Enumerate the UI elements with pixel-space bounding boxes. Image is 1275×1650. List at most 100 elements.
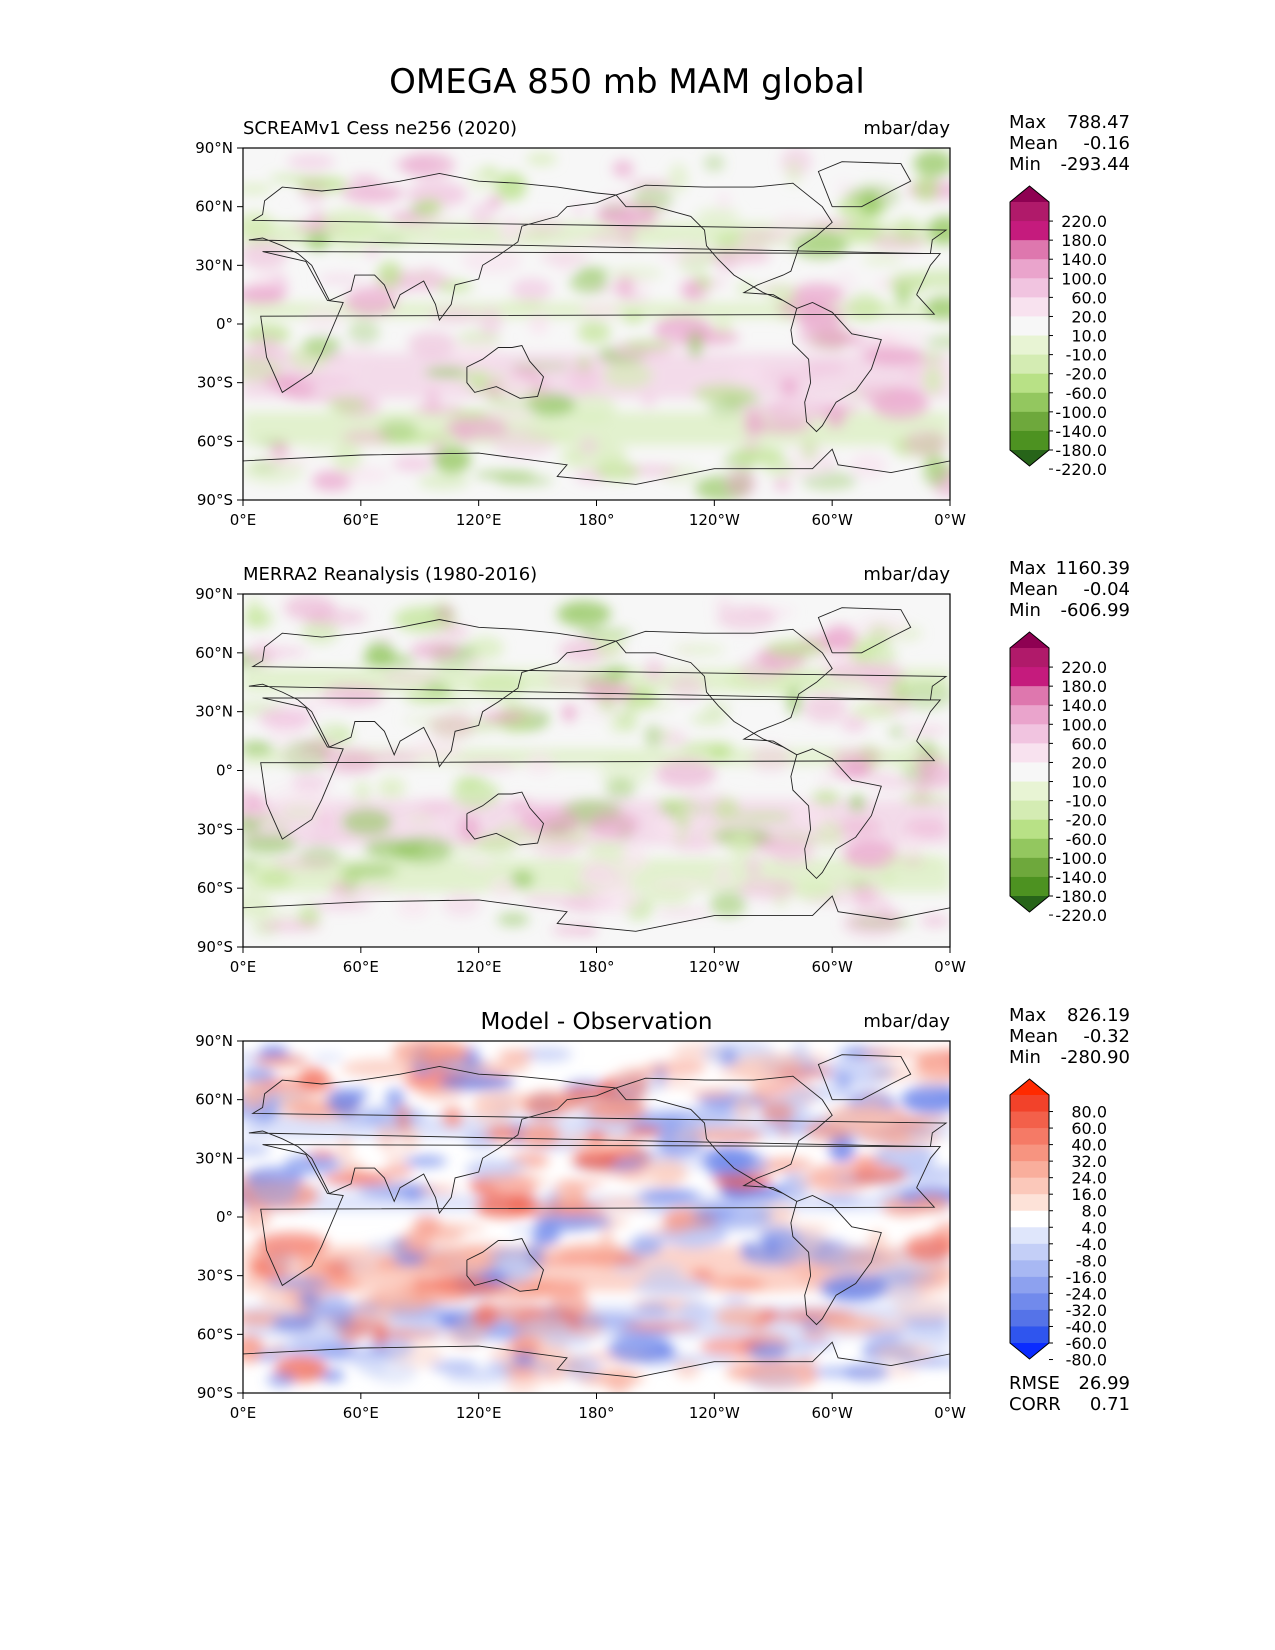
colorbar-segment <box>1010 686 1049 706</box>
colorbar-segment <box>1010 240 1049 260</box>
colorbar-tick-label: 100.0 <box>1061 269 1107 288</box>
x-tick-label: 120°E <box>456 958 502 976</box>
colorbar-bottom-extension <box>1010 896 1049 912</box>
colorbar-tick-label: 24.0 <box>1071 1169 1107 1188</box>
colorbar-segment <box>1010 316 1049 337</box>
colorbar-segment <box>1010 1111 1049 1129</box>
colorbar-segment <box>1010 1177 1049 1195</box>
colorbar-segment <box>1010 297 1049 317</box>
figure-title: OMEGA 850 mb MAM global <box>389 62 865 102</box>
colorbar-segment <box>1010 1276 1049 1294</box>
map-field <box>243 148 950 500</box>
x-tick-label: 0°W <box>934 958 966 976</box>
y-tick-label: 90°N <box>195 139 233 157</box>
colorbar-bottom-extension <box>1010 1343 1049 1359</box>
colorbar-segment <box>1010 800 1049 821</box>
colorbar-tick-label: 60.0 <box>1071 1119 1107 1138</box>
x-tick-label: 0°E <box>230 958 257 976</box>
panel-3: Model - Observation mbar/day 0°E 60°E 120°E 1… <box>195 1005 1130 1422</box>
y-tick-label: 0° <box>216 315 233 333</box>
colorbar-segment <box>1010 1095 1049 1113</box>
y-tick-label: 60°S <box>197 879 233 897</box>
colorbar-segment <box>1010 1144 1049 1162</box>
colorbar-segment <box>1010 335 1049 356</box>
footer-stat-label: RMSE <box>1009 1373 1060 1394</box>
y-tick-label: 90°S <box>197 491 233 509</box>
colorbar-segment <box>1010 259 1049 279</box>
colorbar-tick-label: -60.0 <box>1066 830 1107 849</box>
colorbar-tick-label: 32.0 <box>1071 1152 1107 1171</box>
colorbar-tick-label: -180.0 <box>1055 441 1107 460</box>
colorbar-tick-label: 140.0 <box>1061 250 1107 269</box>
x-tick-label: 60°W <box>811 1404 853 1422</box>
colorbar-tick-label: -220.0 <box>1055 906 1107 925</box>
colorbar-tick-label: -220.0 <box>1055 460 1107 479</box>
x-tick-label: 120°E <box>456 511 502 529</box>
colorbar-segment <box>1010 705 1049 725</box>
x-tick-label: 0°W <box>934 511 966 529</box>
colorbar-segment <box>1010 430 1049 451</box>
footer-stat-value: 0.71 <box>1090 1394 1130 1415</box>
colorbar-top-extension <box>1010 632 1049 648</box>
y-tick-label: 30°N <box>195 1149 233 1167</box>
x-tick-label: 120°W <box>689 511 740 529</box>
y-tick-label: 30°S <box>197 820 233 838</box>
colorbar-segment <box>1010 221 1049 241</box>
colorbar-tick-label: 8.0 <box>1082 1202 1107 1221</box>
panels-container: SCREAMv1 Cess ne256 (2020) mbar/day 0°E 60°… <box>195 112 1130 1422</box>
colorbar-segment <box>1010 1326 1049 1344</box>
stat-label: Mean <box>1009 1026 1058 1047</box>
stat-value: -0.16 <box>1083 133 1130 154</box>
x-tick-label: 180° <box>578 511 614 529</box>
panel-subtitle: Model - Observation <box>480 1009 712 1035</box>
colorbar-tick-label: -140.0 <box>1055 422 1107 441</box>
colorbar-segment <box>1010 278 1049 298</box>
units-label: mbar/day <box>863 1011 950 1032</box>
colorbar-tick-label: 10.0 <box>1071 773 1107 792</box>
footer-stat-label: CORR <box>1009 1394 1061 1415</box>
y-tick-label: 60°N <box>195 1091 233 1109</box>
colorbar-segment <box>1010 781 1049 802</box>
colorbar-tick-label: -40.0 <box>1066 1317 1107 1336</box>
colorbar-tick-label: -10.0 <box>1066 792 1107 811</box>
colorbar-tick-label: 4.0 <box>1082 1218 1107 1237</box>
x-tick-label: 60°W <box>811 958 853 976</box>
colorbar-tick-label: 10.0 <box>1071 327 1107 346</box>
coastlines <box>243 607 950 947</box>
colorbar-segment <box>1010 857 1049 878</box>
y-tick-label: 30°N <box>195 703 233 721</box>
stat-label: Max <box>1009 1005 1047 1026</box>
y-tick-label: 90°S <box>197 938 233 956</box>
colorbar-segment <box>1010 1161 1049 1179</box>
colorbar-tick-label: 180.0 <box>1061 231 1107 250</box>
colorbar-top-extension <box>1010 186 1049 202</box>
stat-value: -606.99 <box>1061 600 1130 621</box>
y-tick-label: 60°N <box>195 198 233 216</box>
colorbar-segment <box>1010 1227 1049 1245</box>
colorbar-tick-label: 180.0 <box>1061 677 1107 696</box>
colorbar-tick-label: -8.0 <box>1076 1251 1107 1270</box>
colorbar-tick-label: -60.0 <box>1066 1334 1107 1353</box>
colorbar-segment <box>1010 1243 1049 1261</box>
colorbar-tick-label: 40.0 <box>1071 1136 1107 1155</box>
colorbar-segment <box>1010 202 1049 222</box>
stat-label: Min <box>1009 1047 1041 1068</box>
footer-stat-value: 26.99 <box>1078 1373 1130 1394</box>
colorbar-segment <box>1010 392 1049 413</box>
colorbar-top-extension <box>1010 1079 1049 1095</box>
stat-label: Max <box>1009 558 1047 579</box>
x-tick-label: 60°E <box>343 1404 379 1422</box>
stat-label: Min <box>1009 154 1041 175</box>
colorbar: 220.0180.0140.0100.060.020.010.0-10.0-20… <box>1009 185 1107 479</box>
colorbar-tick-label: 100.0 <box>1061 715 1107 734</box>
y-tick-label: 60°S <box>197 432 233 450</box>
colorbar-segment <box>1010 1210 1049 1228</box>
colorbar-tick-label: -60.0 <box>1066 384 1107 403</box>
stat-value: -0.04 <box>1083 579 1130 600</box>
x-tick-label: 180° <box>578 958 614 976</box>
units-label: mbar/day <box>863 118 950 139</box>
coastlines <box>243 161 950 500</box>
colorbar-tick-label: 220.0 <box>1061 212 1107 231</box>
colorbar: 220.0180.0140.0100.060.020.010.0-10.0-20… <box>1009 631 1107 925</box>
